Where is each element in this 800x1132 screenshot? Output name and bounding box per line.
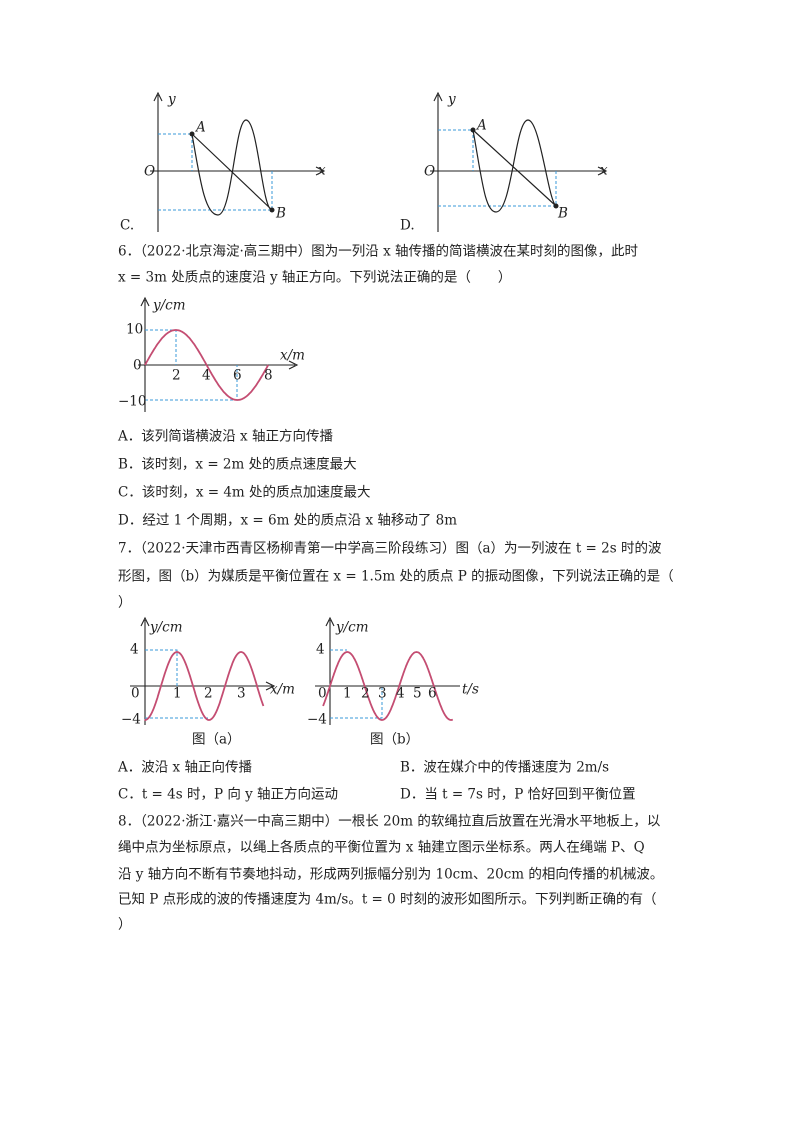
text: 5 xyxy=(413,686,422,702)
text: 6 xyxy=(428,686,437,702)
text: 1 xyxy=(343,686,352,702)
point xyxy=(189,131,195,137)
text: 4 xyxy=(316,642,325,658)
figure-line xyxy=(191,119,273,216)
text: C．该时刻，x = 4m 处的质点加速度最大 xyxy=(118,485,371,501)
text: 图（a） xyxy=(192,732,241,748)
figure-line xyxy=(144,651,265,721)
text: D．当 t = 7s 时，P 恰好回到平衡位置 xyxy=(400,787,636,803)
text: 2 xyxy=(172,368,181,384)
figure-line xyxy=(322,651,454,721)
text: 已知 P 点形成的波的传播速度为 4m/s。t = 0 时刻的波形如图所示。下列… xyxy=(118,891,657,908)
text: 4 xyxy=(202,368,211,384)
text: x/m xyxy=(280,348,305,364)
figure-line xyxy=(145,649,208,719)
point xyxy=(470,127,476,133)
figure-line xyxy=(433,91,443,102)
text: 2 xyxy=(204,686,213,702)
text: A xyxy=(194,120,206,136)
text: 0 xyxy=(131,686,140,702)
text: 图（b） xyxy=(370,732,419,748)
text: D．经过 1 个周期，x = 6m 处的质点沿 x 轴移动了 8m xyxy=(118,513,457,529)
text: A xyxy=(475,118,487,134)
text: B xyxy=(275,206,286,222)
text: 0 xyxy=(133,358,142,374)
text: 7．（2022·天津市西青区杨柳青第一中学高三阶段练习）图（a）为一列波在 t … xyxy=(118,540,662,557)
text: t/s xyxy=(462,682,479,698)
text: O xyxy=(424,164,435,180)
figure-line xyxy=(597,166,608,176)
text: 绳中点为坐标原点，以绳上各质点的平衡位置为 x 轴建立图示坐标系。两人在绳端 P… xyxy=(118,840,645,856)
figure-line xyxy=(288,360,299,370)
figure-line xyxy=(158,133,273,211)
text: 3 xyxy=(237,686,246,702)
text: A．波沿 x 轴正向传播 xyxy=(117,760,252,776)
figure-line xyxy=(472,119,557,213)
text: x = 3m 处质点的速度沿 y 轴正方向。下列说法正确的是（ ） xyxy=(118,270,511,286)
text: ） xyxy=(118,917,132,933)
text: 8 xyxy=(264,368,273,384)
text: y xyxy=(167,92,176,108)
text: 3 xyxy=(378,686,387,702)
figure-line xyxy=(265,681,276,691)
text: B．该时刻，x = 2m 处的质点速度最大 xyxy=(118,457,357,473)
text: −10 xyxy=(118,394,147,410)
text: 4 xyxy=(396,686,405,702)
text: x xyxy=(318,163,326,179)
text: B xyxy=(557,206,568,222)
text: y/cm xyxy=(335,620,369,636)
text: 0 xyxy=(318,686,327,702)
text: 4 xyxy=(130,642,139,658)
text: 沿 y 轴方向不断有节奏地抖动，形成两列振幅分别为 10cm、20cm 的相向传… xyxy=(118,867,663,883)
figure-line xyxy=(315,166,326,176)
text: 形图，图（b）为媒质是平衡位置在 x = 1.5m 处的质点 P 的振动图像，下… xyxy=(118,569,674,585)
text: 8．（2022·浙江·嘉兴一中高三期中）一根长 20m 的软绳拉直后放置在光滑水… xyxy=(118,813,661,830)
text: O xyxy=(144,164,155,180)
point xyxy=(553,203,559,209)
text: 1 xyxy=(173,686,182,702)
text: D. xyxy=(400,218,415,234)
figure-line xyxy=(153,91,163,102)
text: C．t = 4s 时，P 向 y 轴正方向运动 xyxy=(118,787,338,803)
text: B．波在媒介中的传播速度为 2m/s xyxy=(400,760,609,776)
figure-line xyxy=(140,296,150,307)
text: −4 xyxy=(307,712,327,728)
text: y/cm xyxy=(149,620,183,636)
text: y/cm xyxy=(152,298,186,314)
figure-line xyxy=(325,616,335,627)
text: x xyxy=(600,163,608,179)
text: 2 xyxy=(361,686,370,702)
text: −4 xyxy=(121,712,141,728)
text: A．该列简谐横波沿 x 轴正方向传播 xyxy=(117,428,333,445)
text: ） xyxy=(118,595,132,611)
text: 10 xyxy=(126,322,143,338)
text: x/m xyxy=(270,682,295,698)
figure-line xyxy=(140,616,150,627)
figure-line xyxy=(330,649,383,719)
point xyxy=(269,207,275,213)
text: 6．（2022·北京海淀·高三期中）图为一列沿 x 轴传播的简谐横波在某时刻的图… xyxy=(118,243,638,260)
figure-line xyxy=(144,329,269,401)
text: C. xyxy=(120,218,134,234)
text: 6 xyxy=(233,368,242,384)
text: y xyxy=(447,92,456,108)
